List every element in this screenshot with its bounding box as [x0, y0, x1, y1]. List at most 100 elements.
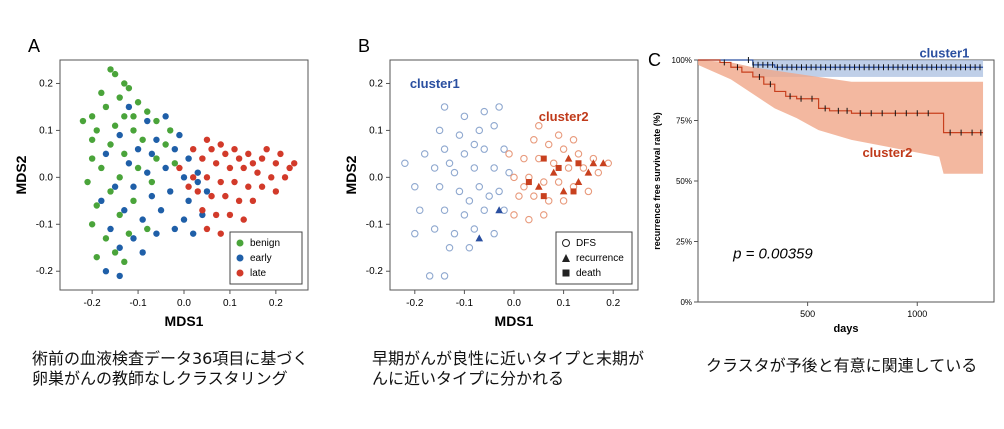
- point-cluster1: [455, 187, 464, 196]
- panel-b: B -0.2 -0.1 0.0 0.1 0.2 0.2 0.1 0.0 -0.1 -0.2 MDS1 M…: [330, 36, 650, 340]
- point-cluster2: [564, 164, 573, 172]
- point-cluster1: [505, 168, 513, 177]
- cluster2-curve: [698, 59, 984, 134]
- point-cluster1: [495, 187, 503, 196]
- point-cluster1: [480, 107, 488, 116]
- point-early: [162, 164, 169, 172]
- point-cluster2: [520, 154, 528, 163]
- x-tick-label: -0.2: [84, 298, 102, 309]
- point-recurrence: [549, 168, 558, 176]
- point-cluster1: [475, 182, 484, 191]
- p-value-annotation: p = 0.00359: [732, 245, 813, 262]
- point-cluster1: [416, 206, 424, 214]
- point-benign: [93, 127, 100, 134]
- point-cluster1: [480, 206, 488, 214]
- point-early: [116, 131, 123, 139]
- y-tick-label: 50%: [676, 177, 692, 186]
- x-tick-label: -0.1: [456, 298, 474, 309]
- point-early: [130, 235, 137, 242]
- point-death: [570, 188, 577, 195]
- point-cluster1: [455, 131, 464, 139]
- point-early: [116, 244, 123, 251]
- point-benign: [107, 66, 114, 73]
- point-late: [199, 207, 206, 214]
- point-late: [249, 197, 257, 205]
- x-tick-label: 0.0: [507, 298, 521, 309]
- point-early: [194, 169, 201, 176]
- legend-label-late: late: [250, 268, 267, 279]
- point-late: [212, 160, 220, 167]
- point-benign: [84, 178, 91, 186]
- cluster1-confidence-band: [752, 60, 984, 77]
- x-tick-label: 0.2: [269, 298, 283, 309]
- point-cluster1: [440, 206, 449, 214]
- point-early: [144, 169, 151, 176]
- point-cluster1: [450, 168, 459, 177]
- point-cluster2: [559, 145, 568, 153]
- point-benign: [107, 141, 114, 148]
- point-cluster2: [554, 178, 563, 186]
- point-late: [281, 174, 289, 181]
- point-cluster1: [445, 244, 454, 252]
- point-benign: [144, 225, 151, 233]
- point-cluster1: [485, 192, 493, 200]
- panel-letter: A: [28, 36, 40, 56]
- point-cluster2: [525, 215, 533, 224]
- point-benign: [148, 178, 156, 186]
- point-late: [291, 160, 298, 167]
- point-benign: [139, 136, 146, 143]
- point-cluster1: [435, 182, 444, 191]
- point-late: [212, 211, 220, 219]
- point-cluster1: [411, 182, 419, 191]
- point-cluster2: [569, 136, 578, 144]
- point-late: [277, 150, 284, 158]
- point-cluster1: [490, 164, 498, 172]
- point-early: [171, 225, 179, 233]
- point-cluster1: [401, 159, 409, 168]
- point-late: [245, 150, 252, 158]
- point-early: [111, 183, 119, 190]
- legend-label-early: early: [250, 253, 272, 264]
- y-tick-label: 0.0: [369, 172, 383, 183]
- legend-marker-dfs: [562, 239, 570, 247]
- y-tick-label: 0.0: [39, 172, 53, 183]
- legend-marker-recurrence: [562, 254, 570, 262]
- cluster2-confidence-band: [698, 60, 984, 174]
- point-recurrence: [564, 154, 573, 162]
- point-early: [153, 136, 160, 143]
- point-late: [258, 155, 266, 162]
- point-early: [139, 216, 146, 223]
- point-benign: [111, 70, 119, 78]
- point-late: [268, 174, 275, 181]
- caption-a: 術前の血液検査データ36項目に基づく 卵巣がんの教師なしクラスタリング: [32, 349, 308, 389]
- point-cluster1: [440, 145, 449, 153]
- point-early: [125, 103, 133, 111]
- y-axis-label: MDS2: [343, 155, 359, 194]
- point-cluster1: [430, 164, 439, 172]
- point-early: [121, 207, 128, 214]
- point-early: [189, 230, 197, 237]
- point-death: [540, 193, 547, 200]
- legend-marker-early: [236, 254, 244, 262]
- point-early: [125, 160, 133, 167]
- cluster1-label: cluster1: [919, 46, 969, 61]
- point-cluster2: [510, 173, 518, 182]
- point-benign: [134, 99, 142, 106]
- point-benign: [88, 221, 96, 228]
- point-early: [180, 216, 188, 223]
- point-early: [144, 117, 151, 125]
- point-cluster2: [535, 121, 543, 130]
- point-late: [235, 197, 243, 205]
- point-cluster2: [530, 136, 538, 144]
- point-late: [286, 164, 293, 172]
- legend-label-recurrence: recurrence: [576, 253, 624, 264]
- cluster2-label: cluster2: [862, 145, 912, 160]
- point-cluster2: [554, 131, 563, 139]
- point-late: [240, 216, 247, 223]
- y-tick-label: 25%: [676, 238, 692, 247]
- point-benign: [88, 155, 96, 162]
- point-late: [203, 136, 211, 143]
- point-benign: [121, 258, 128, 266]
- x-axis-label: MDS1: [165, 313, 204, 329]
- point-cluster2: [540, 178, 548, 186]
